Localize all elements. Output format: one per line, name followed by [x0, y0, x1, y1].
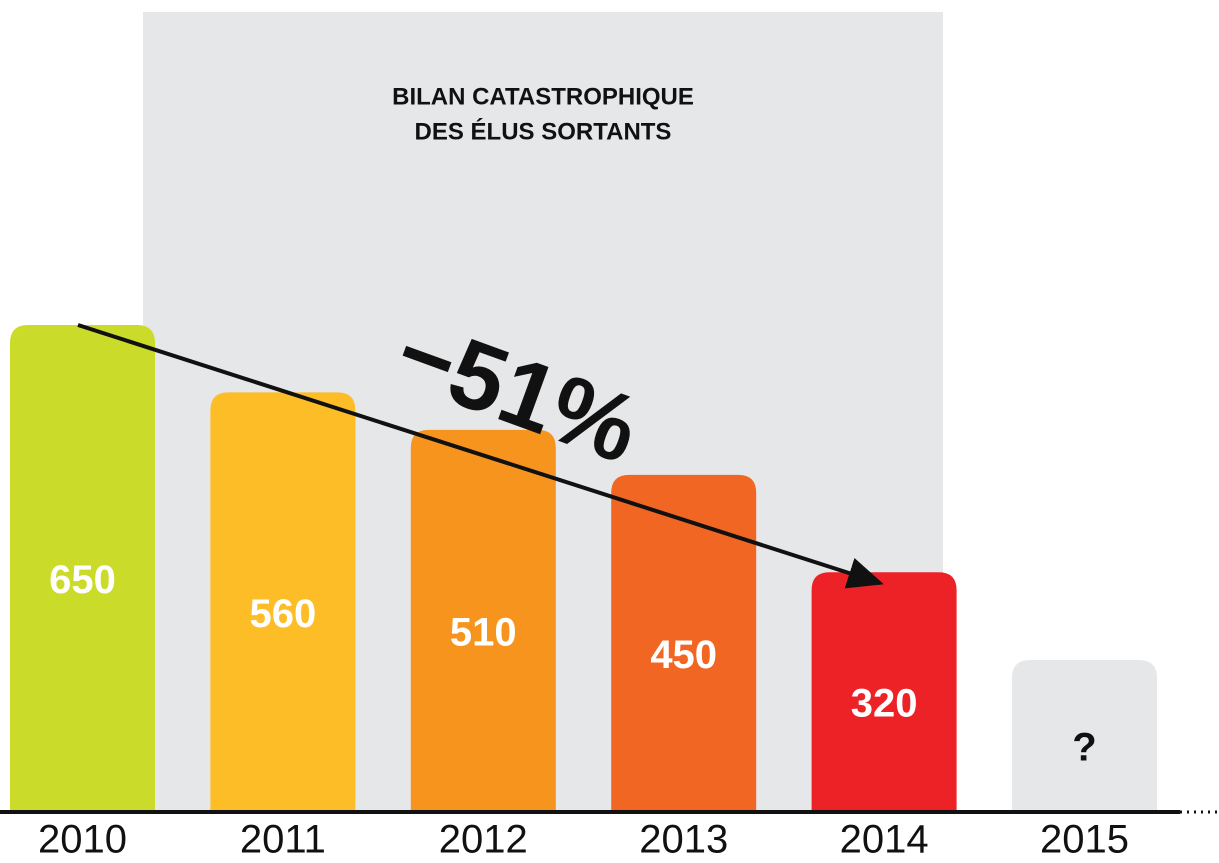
bar	[410, 429, 556, 812]
bars: 650 560 510 450 320?	[10, 325, 1157, 812]
bar	[10, 325, 155, 812]
value-label: 650	[49, 558, 116, 602]
placeholder-bar	[1012, 660, 1157, 812]
value-label: 450	[650, 633, 717, 677]
x-tick-label: 2010	[38, 818, 127, 862]
value-label: 320	[851, 682, 918, 726]
value-label: ?	[1072, 726, 1096, 770]
chart-title: DES ÉLUS SORTANTS	[415, 117, 672, 145]
x-tick-label: 2012	[439, 818, 528, 862]
x-tick-label: 2011	[240, 818, 326, 862]
x-tick-label: 2013	[639, 818, 728, 862]
x-tick-label: 2015	[1040, 818, 1129, 862]
value-label: 510	[450, 611, 517, 655]
trend-arrow	[77, 323, 884, 589]
bar	[210, 392, 356, 812]
value-label: 560	[250, 592, 317, 636]
bar	[811, 572, 957, 812]
bar	[611, 474, 757, 812]
x-tick-label: 2014	[840, 818, 929, 862]
chart-title: BILAN CATASTROPHIQUE	[392, 83, 694, 110]
